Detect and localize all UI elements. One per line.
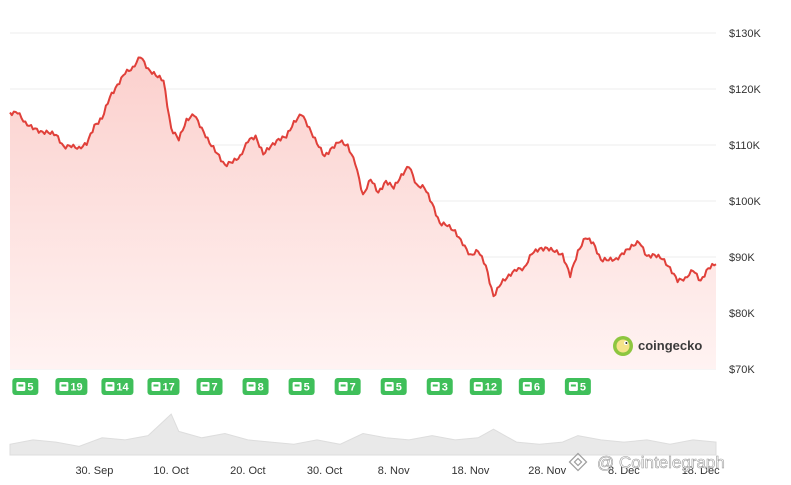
- news-icon: [568, 382, 578, 391]
- news-icon: [430, 382, 440, 391]
- event-badge-count: 5: [27, 382, 33, 394]
- news-icon: [59, 382, 69, 391]
- y-tick-label: $130K: [729, 28, 761, 40]
- x-tick-label: 30. Sep: [75, 465, 113, 477]
- event-badge-count: 19: [70, 382, 82, 394]
- y-axis-ticks: $130K $120K $110K $100K $90K $80K $70K: [729, 28, 761, 376]
- event-badge-count: 12: [485, 382, 497, 394]
- event-badges: 5 19 14 17 7 8 5 7 5 3 12 6 5: [12, 378, 591, 395]
- event-badge-count: 5: [304, 382, 310, 394]
- event-badge[interactable]: 17: [147, 378, 180, 395]
- coingecko-logo-text: coingecko: [638, 338, 702, 353]
- event-badge[interactable]: 5: [12, 378, 39, 395]
- news-icon: [16, 382, 26, 391]
- x-tick-label: 10. Oct: [153, 465, 188, 477]
- event-badge[interactable]: 5: [564, 378, 591, 395]
- event-badge[interactable]: 7: [196, 378, 223, 395]
- event-badge-count: 14: [116, 382, 129, 394]
- x-tick-label: 8. Nov: [378, 465, 410, 477]
- y-tick-label: $70K: [729, 364, 755, 376]
- news-icon: [522, 382, 532, 391]
- event-badge[interactable]: 12: [469, 378, 502, 395]
- news-icon: [105, 382, 115, 391]
- event-badge-count: 5: [580, 382, 586, 394]
- y-tick-label: $120K: [729, 84, 761, 96]
- y-tick-label: $100K: [729, 196, 761, 208]
- event-badge-count: 17: [162, 382, 174, 394]
- news-icon: [338, 382, 348, 391]
- event-badge-count: 5: [396, 382, 402, 394]
- volume-area: [9, 413, 717, 456]
- news-icon: [473, 382, 483, 391]
- x-tick-label: 30. Oct: [307, 465, 342, 477]
- news-icon: [292, 382, 302, 391]
- x-tick-label: 20. Oct: [230, 465, 265, 477]
- event-badge[interactable]: 7: [334, 378, 361, 395]
- cointelegraph-watermark: @ Cointelegraph: [568, 452, 725, 472]
- price-area: [10, 57, 716, 369]
- price-series-line: [9, 56, 717, 298]
- x-tick-label: 18. Nov: [451, 465, 489, 477]
- event-badge[interactable]: 19: [55, 378, 88, 395]
- gecko-icon: [613, 336, 633, 356]
- coingecko-logo: coingecko: [613, 336, 702, 356]
- news-icon: [200, 382, 210, 391]
- x-tick-label: 28. Nov: [528, 465, 566, 477]
- volume-chart: [9, 413, 717, 456]
- event-badge-count: 6: [534, 382, 540, 394]
- y-tick-label: $80K: [729, 308, 755, 320]
- x-axis-ticks: 30. Sep 10. Oct 20. Oct 30. Oct 8. Nov 18. No…: [75, 465, 720, 477]
- watermark-text: @ Cointelegraph: [597, 453, 725, 472]
- event-badge[interactable]: 3: [426, 378, 453, 395]
- event-badge[interactable]: 5: [288, 378, 315, 395]
- event-badge-count: 7: [212, 382, 218, 394]
- y-tick-label: $110K: [729, 140, 761, 152]
- event-badge-count: 8: [258, 382, 264, 394]
- x-tick-label: 8. Dec: [608, 465, 640, 477]
- binance-icon: [568, 452, 588, 472]
- x-tick-label: 18. Dec: [682, 465, 720, 477]
- event-badge[interactable]: 5: [380, 378, 407, 395]
- event-badge-count: 3: [442, 382, 448, 394]
- event-badge[interactable]: 8: [242, 378, 269, 395]
- y-tick-label: $90K: [729, 252, 755, 264]
- news-icon: [246, 382, 256, 391]
- event-badge-count: 7: [350, 382, 356, 394]
- event-badge[interactable]: 6: [518, 378, 545, 395]
- news-icon: [384, 382, 394, 391]
- news-icon: [151, 382, 161, 391]
- event-badge[interactable]: 14: [101, 378, 134, 395]
- price-line: [9, 56, 717, 298]
- price-area-fill: [10, 57, 716, 369]
